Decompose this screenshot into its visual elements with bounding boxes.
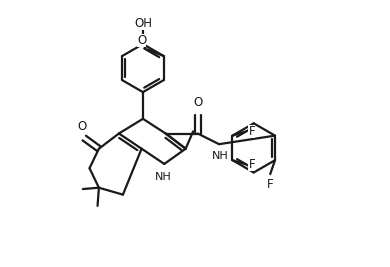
Text: NH: NH <box>211 151 228 161</box>
Text: NH: NH <box>154 172 171 182</box>
Text: OH: OH <box>134 17 152 30</box>
Text: O: O <box>77 120 86 133</box>
Text: F: F <box>267 178 273 191</box>
Text: O: O <box>137 34 146 47</box>
Text: F: F <box>248 125 255 138</box>
Text: F: F <box>248 158 255 171</box>
Text: O: O <box>193 96 202 109</box>
